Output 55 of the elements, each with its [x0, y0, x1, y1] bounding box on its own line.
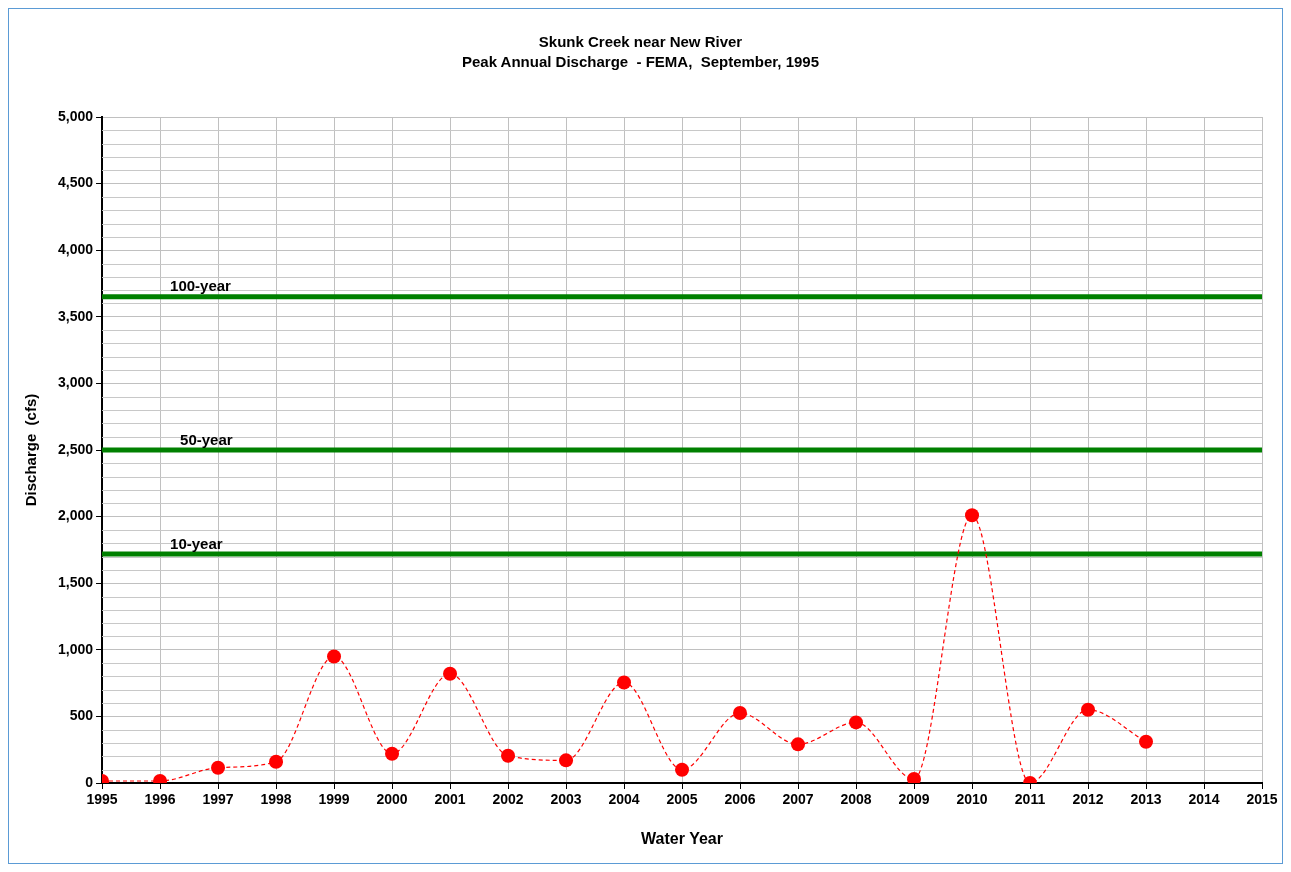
point	[1081, 702, 1096, 717]
y-tick-label: 500	[69, 707, 94, 724]
point	[559, 753, 574, 768]
point	[211, 760, 226, 775]
x-axis-title: Water Year	[641, 829, 723, 847]
point	[269, 754, 284, 769]
x-tick-label: 2005	[666, 791, 698, 808]
y-tick-label: 4,500	[57, 174, 94, 191]
point	[907, 772, 922, 783]
point	[385, 746, 400, 761]
y-tick-label: 5,000	[57, 107, 94, 124]
y-tick-label: 2,000	[57, 507, 94, 524]
ref-line-label: 100-year	[170, 277, 232, 295]
x-tick-label: 2012	[1072, 791, 1104, 808]
x-tick-label: 2004	[608, 791, 640, 808]
x-tick-label: 2009	[898, 791, 930, 808]
y-tick-label: 1,000	[57, 640, 94, 657]
x-tick-label: 1999	[318, 791, 350, 808]
x-tick-label: 2002	[492, 791, 524, 808]
y-tick-label: 0	[85, 773, 94, 790]
point	[733, 706, 748, 721]
point	[1139, 734, 1153, 749]
x-tick-label: 2007	[782, 791, 814, 808]
x-tick-label: 2013	[1130, 791, 1162, 808]
x-tick-label: 1996	[144, 791, 176, 808]
x-tick-label: 2006	[724, 791, 756, 808]
y-tick-label: 3,000	[57, 374, 94, 391]
point	[965, 508, 980, 523]
ref-line-label: 10-year	[170, 534, 223, 552]
point	[501, 748, 516, 763]
x-tick-label: 1998	[260, 791, 292, 808]
y-axis-title: Discharge (cfs)	[22, 393, 40, 507]
y-tick-label: 2,500	[57, 440, 94, 457]
y-tick-label: 4,000	[57, 241, 94, 258]
x-tick-label: 2015	[1246, 791, 1278, 808]
y-tick-label: 3,500	[57, 307, 94, 324]
y-tick-label: 1,500	[57, 574, 94, 591]
point	[327, 649, 342, 664]
x-tick-label: 2014	[1188, 791, 1220, 808]
chart-title: Skunk Creek near New River	[538, 33, 743, 51]
point	[675, 762, 690, 777]
chart-subtitle: Peak Annual Discharge - FEMA, September, 1995	[461, 53, 820, 71]
point	[617, 675, 632, 690]
x-tick-label: 2003	[550, 791, 582, 808]
point	[791, 737, 806, 752]
x-tick-label: 1997	[202, 791, 234, 808]
x-tick-label: 2010	[956, 791, 988, 808]
point	[849, 715, 864, 730]
x-tick-label: 2008	[840, 791, 872, 808]
x-tick-label: 1995	[86, 791, 118, 808]
x-tick-label: 2011	[1014, 791, 1046, 808]
ref-line-label: 50-year	[180, 430, 233, 448]
point	[443, 666, 458, 681]
x-tick-label: 2001	[434, 791, 466, 808]
x-tick-label: 2000	[376, 791, 408, 808]
